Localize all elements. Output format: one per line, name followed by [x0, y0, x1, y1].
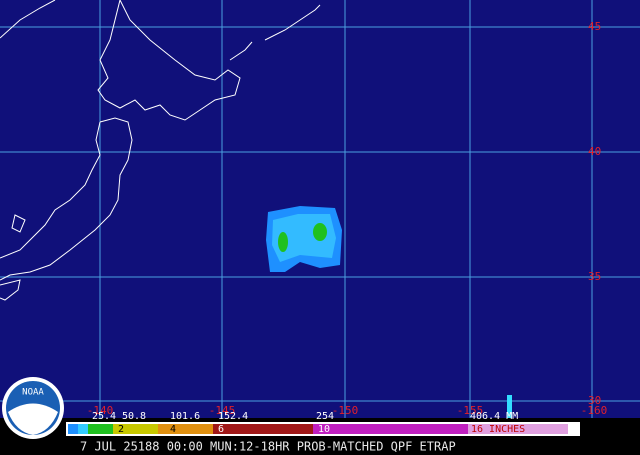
kurils [229, 41, 253, 61]
bar-segment [68, 424, 78, 434]
mm-label: 101.6 [170, 411, 200, 422]
lon-label: -140 [87, 404, 114, 417]
bar-segment [113, 424, 158, 434]
color-bar: 25.4 50.8 101.6 152.4 254 406.4 MM 2 4 6… [66, 411, 580, 436]
mm-label: 406.4 MM [470, 411, 518, 422]
hokkaido [97, 0, 241, 121]
lon-label: -155 [457, 404, 484, 417]
coastline [0, 0, 321, 301]
mm-label: 152.4 [218, 411, 248, 422]
mm-label: 50.8 [122, 411, 146, 422]
bar-segment [158, 424, 213, 434]
inch-label: 6 [218, 424, 224, 435]
lon-label: -160 [581, 404, 608, 417]
mm-label: 25.4 [92, 411, 116, 422]
lon-label: -145 [209, 404, 236, 417]
coast [0, 0, 56, 39]
lat-label: 30 [588, 394, 601, 407]
inch-label: 10 [318, 424, 330, 435]
island [0, 279, 21, 301]
noaa-logo: NOAA [2, 377, 64, 439]
lat-labels: 45 40 35 30 [588, 20, 601, 407]
caption: 7 JUL 25188 00:00 MUN:12-18HR PROB-MATCH… [80, 440, 456, 454]
precip-area [507, 395, 512, 418]
lat-label: 40 [588, 145, 601, 158]
island [11, 214, 26, 233]
honshu-west [0, 121, 101, 259]
bar-segment [313, 424, 468, 434]
logo-text: NOAA [22, 388, 44, 398]
mm-label: 254 [316, 411, 334, 422]
bar-segment [568, 424, 578, 434]
bar-segment [88, 424, 113, 434]
precip-core [313, 223, 327, 241]
kurils [264, 4, 321, 41]
lat-label: 45 [588, 20, 601, 33]
lat-label: 35 [588, 270, 601, 283]
bar-segment [78, 424, 88, 434]
bar-segment [468, 424, 568, 434]
precipitation [266, 206, 512, 418]
precip-core [278, 232, 288, 252]
inch-label: 4 [170, 424, 176, 435]
honshu [0, 117, 133, 281]
lon-labels: -140 -145 -150 -155 -160 [87, 404, 608, 417]
inch-label: 2 [118, 424, 124, 435]
graticule [0, 0, 640, 418]
bar-segment [213, 424, 313, 434]
lon-label: -150 [332, 404, 359, 417]
inch-label: 16 INCHES [471, 424, 525, 435]
logo-wave [8, 403, 58, 435]
